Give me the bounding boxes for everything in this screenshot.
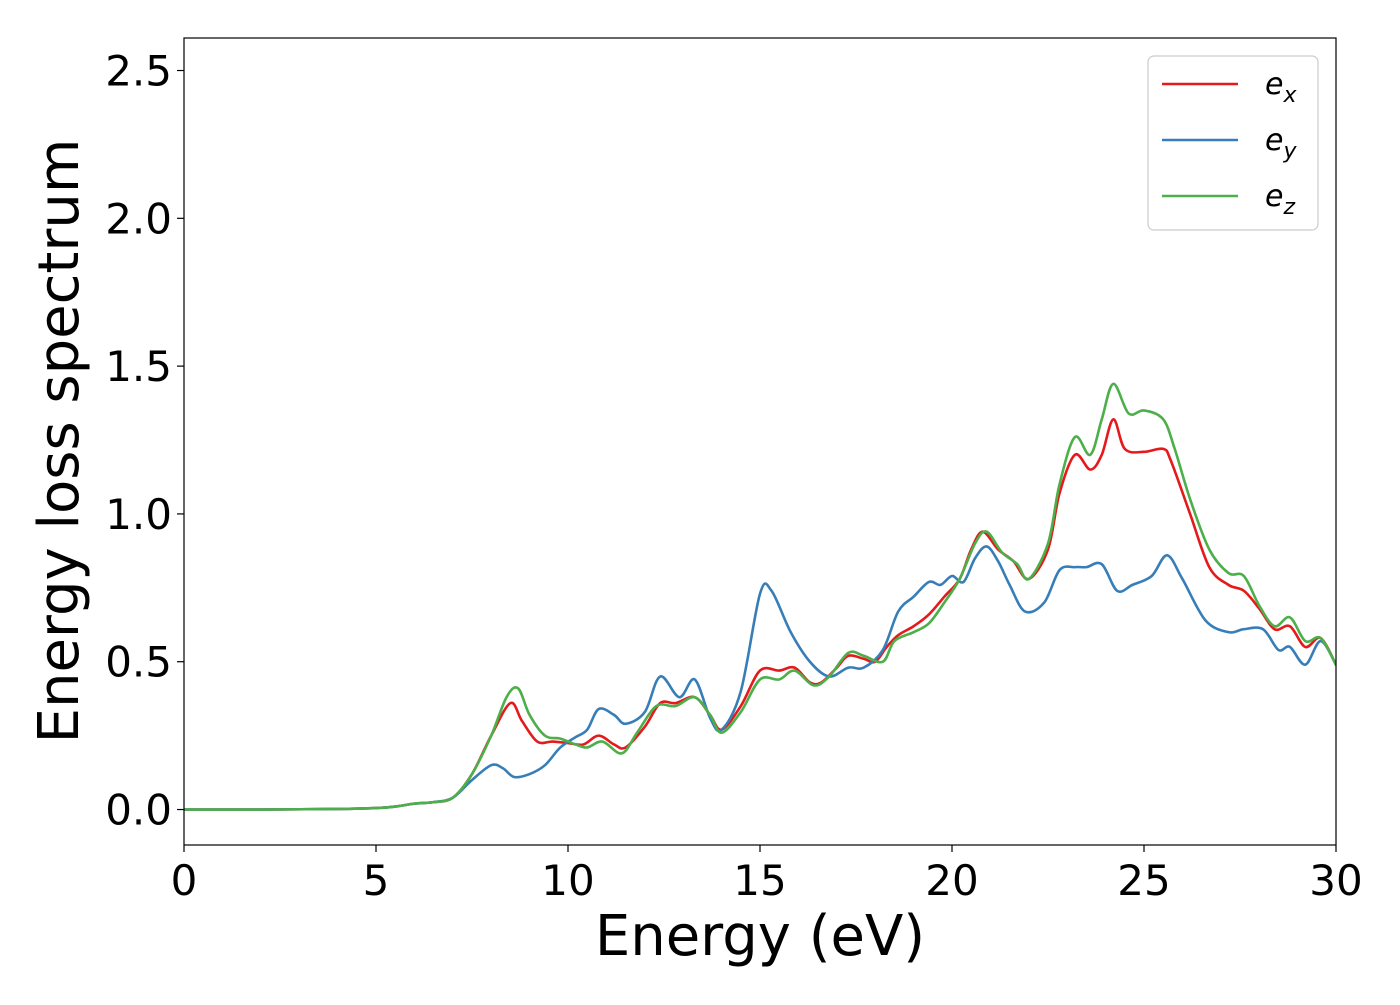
y-tick-label: 1.5 [105,342,172,391]
series-line-z [184,382,1336,811]
series-line-y [184,545,1336,811]
y-axis-label: Energy loss spectrum [27,139,92,744]
x-tick-label: 30 [1309,856,1362,905]
x-tick-label: 15 [733,856,786,905]
y-tick-label: 2.0 [105,194,172,243]
x-axis: 0 5 10 15 20 25 30 [171,845,1363,905]
x-tick-label: 25 [1117,856,1170,905]
y-tick-label: 2.5 [105,47,172,96]
y-tick-label: 0.5 [105,638,172,687]
x-tick-label: 5 [363,856,390,905]
series-line-x [184,418,1336,811]
x-tick-label: 20 [925,856,978,905]
legend-label-y: ey [1265,123,1297,164]
x-axis-label: Energy (eV) [595,904,925,969]
y-tick-label: 1.0 [105,490,172,539]
y-axis: 0.0 0.5 1.0 1.5 2.0 2.5 [105,47,184,835]
x-tick-label: 0 [171,856,198,905]
legend-label-x: ex [1265,67,1297,108]
legend-box [1147,55,1319,231]
x-tick-label: 10 [541,856,594,905]
y-tick-label: 0.0 [105,786,172,835]
plot-lines [184,382,1336,811]
